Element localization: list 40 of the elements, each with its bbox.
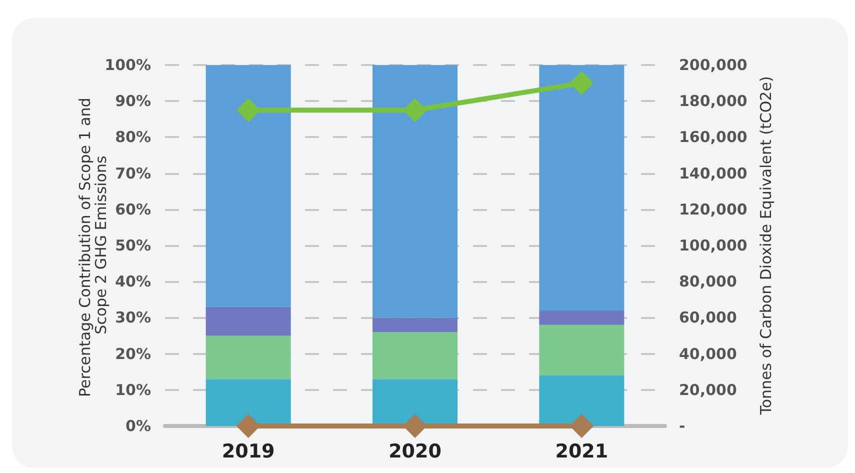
point xyxy=(570,71,594,96)
y2-tick-label: 200,000 xyxy=(679,56,748,74)
y2-tick-label: 60,000 xyxy=(679,308,737,327)
y2-tick-label: 180,000 xyxy=(679,92,748,110)
bar xyxy=(372,318,458,332)
bar xyxy=(372,65,458,318)
y-tick-label: 80% xyxy=(115,128,151,146)
y-axis-title: Percentage Contribution of Scope 1 and Scope 2 GHG Emissions xyxy=(76,92,110,398)
point xyxy=(403,98,427,122)
y2-axis-title: Tonnes of Carbon Dioxide Equivalent (tCO2e) xyxy=(757,76,776,416)
y-tick-label: 50% xyxy=(115,236,151,254)
y-tick-label: 90% xyxy=(115,92,151,110)
y2-tick-label: 80,000 xyxy=(679,272,737,291)
x-tick-label: 2020 xyxy=(388,440,442,462)
bar xyxy=(372,332,458,380)
y2-tick-label: - xyxy=(679,417,686,435)
y-tick-label: 60% xyxy=(115,200,151,218)
y-tick-label: 40% xyxy=(115,272,151,291)
y2-tick-label: 120,000 xyxy=(679,200,748,218)
bar xyxy=(539,65,624,310)
bar xyxy=(206,65,291,307)
bar xyxy=(539,310,624,325)
y-tick-label: 0% xyxy=(126,417,151,435)
y2-tick-label: 140,000 xyxy=(679,164,748,182)
x-tick-label: 2021 xyxy=(555,440,608,462)
y-tick-label: 30% xyxy=(115,308,151,327)
y-tick-label: 100% xyxy=(104,56,151,74)
y2-tick-label: 20,000 xyxy=(679,380,737,399)
y2-tick-label: 100,000 xyxy=(679,236,748,254)
bar xyxy=(539,375,624,426)
y-tick-label: 10% xyxy=(115,380,151,399)
bar xyxy=(206,379,291,426)
y2-tick-label: 40,000 xyxy=(679,344,737,363)
x-tick-label: 2019 xyxy=(222,440,275,462)
y-tick-label: 70% xyxy=(115,164,151,182)
bar xyxy=(206,336,291,380)
y2-tick-label: 160,000 xyxy=(679,128,748,146)
bar xyxy=(539,324,624,376)
y-tick-label: 20% xyxy=(115,344,151,363)
bar xyxy=(206,306,291,336)
